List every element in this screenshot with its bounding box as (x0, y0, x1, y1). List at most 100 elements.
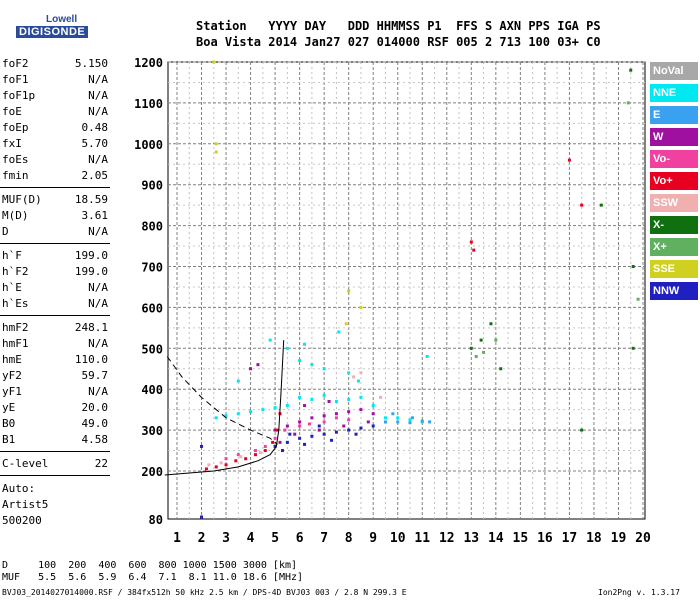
auto-code-label: 500200 (2, 514, 42, 527)
data-point-sse (214, 150, 218, 154)
y-tick-label: 80 (149, 513, 163, 527)
data-point-nnw (288, 432, 292, 436)
data-point-w (285, 424, 289, 428)
param-row: h`F2 199.0 (2, 264, 108, 279)
data-point-e (396, 420, 400, 424)
param-name: MUF(D) (2, 193, 42, 206)
data-point-nnw (303, 442, 307, 446)
param-row: yF1 N/A (2, 384, 108, 399)
data-point-vo- (273, 436, 277, 440)
y-tick-label: 200 (141, 465, 163, 479)
param-row: hmF2 248.1 (2, 320, 108, 335)
param-separator (0, 315, 110, 316)
data-point-w (293, 432, 297, 436)
data-point-nnw (330, 438, 334, 442)
data-point-nne (261, 408, 265, 412)
x-tick-label: 12 (439, 531, 455, 546)
param-row: C-level 22 (2, 456, 108, 471)
data-point-sse (212, 60, 216, 64)
param-name: foE (2, 105, 22, 118)
param-separator (0, 243, 110, 244)
data-point-x- (626, 101, 630, 105)
data-point-x- (636, 297, 640, 301)
data-point-nnw (298, 436, 302, 440)
y-tick-label: 800 (141, 220, 163, 234)
data-point-vo- (236, 453, 240, 457)
param-row: foEs N/A (2, 152, 108, 167)
data-point-w (347, 410, 351, 414)
data-point-nne (425, 354, 429, 358)
data-point-w (317, 428, 321, 432)
data-point-sse (359, 305, 363, 309)
data-point-vo- (334, 416, 338, 420)
data-point-vo- (347, 418, 351, 422)
plot-frame (167, 61, 646, 520)
data-point-w (278, 440, 282, 444)
x-tick-label: 1 (173, 531, 181, 546)
data-point-e (420, 419, 424, 423)
param-value: 0.48 (81, 121, 109, 134)
data-point-vo- (263, 449, 267, 453)
param-name: fmin (2, 169, 29, 182)
param-row: yE 20.0 (2, 400, 108, 415)
data-point-ssw (352, 375, 356, 379)
data-point-w (249, 367, 253, 371)
data-point-vo- (224, 463, 228, 467)
data-point-nnw (317, 424, 321, 428)
header-line-1: Station YYYY DAY DDD HHMMSS P1 FFS S AXN… (196, 19, 601, 33)
param-value: 110.0 (74, 353, 108, 366)
data-point-nne (214, 416, 218, 420)
param-value: 22 (94, 457, 108, 470)
param-row: fmin 2.05 (2, 168, 108, 183)
data-point-nnw (322, 432, 326, 436)
data-point-w (342, 424, 346, 428)
data-point-nne (236, 412, 240, 416)
y-tick-label: 600 (141, 301, 163, 315)
data-point-nne (383, 416, 387, 420)
legend-item: W (650, 128, 698, 146)
footer-muf-row: MUF 5.5 5.6 5.9 6.4 7.1 8.1 11.0 18.6 [M… (2, 572, 304, 583)
logo-digisonde-text: DIGISONDE (16, 26, 89, 38)
param-row: D N/A (2, 224, 108, 239)
legend-item: NoVal (650, 62, 698, 80)
param-value: 248.1 (74, 321, 108, 334)
y-tick-label: 300 (141, 424, 163, 438)
param-value: 20.0 (81, 401, 109, 414)
header-line-2: Boa Vista 2014 Jan27 027 014000 RSF 005 … (196, 35, 601, 49)
y-tick-label: 900 (141, 179, 163, 193)
param-value: N/A (88, 337, 108, 350)
data-point-x- (629, 68, 633, 72)
data-point-nne (408, 418, 412, 422)
param-value: N/A (88, 297, 108, 310)
x-tick-label: 20 (635, 531, 651, 546)
param-row: h`E N/A (2, 280, 108, 295)
legend-item: SSW (650, 194, 698, 212)
param-name: yF2 (2, 369, 22, 382)
data-point-vo- (298, 424, 302, 428)
param-name: B0 (2, 417, 16, 430)
y-tick-label: 1200 (134, 56, 163, 70)
data-point-ssw (359, 371, 363, 375)
param-row: MUF(D) 18.59 (2, 192, 108, 207)
param-value: 49.0 (81, 417, 109, 430)
data-point-sse (347, 289, 351, 293)
data-point-nne (298, 395, 302, 399)
param-name: M(D) (2, 209, 29, 222)
x-tick-label: 19 (611, 531, 627, 546)
x-tick-label: 17 (562, 531, 578, 546)
x-tick-label: 11 (414, 531, 430, 546)
data-point-nne (303, 342, 307, 346)
data-point-vo- (253, 453, 257, 457)
legend-item: SSE (650, 260, 698, 278)
y-tick-label: 1000 (134, 138, 163, 152)
data-point-e (391, 412, 395, 416)
x-tick-label: 7 (320, 531, 328, 546)
data-point-sse (214, 142, 218, 146)
x-tick-label: 6 (296, 531, 304, 546)
x-tick-label: 4 (247, 531, 255, 546)
footer-file-info: BVJ03_2014027014000.RSF / 384fx512h 50 k… (2, 588, 407, 597)
param-value: 3.61 (81, 209, 109, 222)
x-tick-label: 2 (198, 531, 206, 546)
data-point-nnw (359, 426, 363, 430)
param-row: B1 4.58 (2, 432, 108, 447)
